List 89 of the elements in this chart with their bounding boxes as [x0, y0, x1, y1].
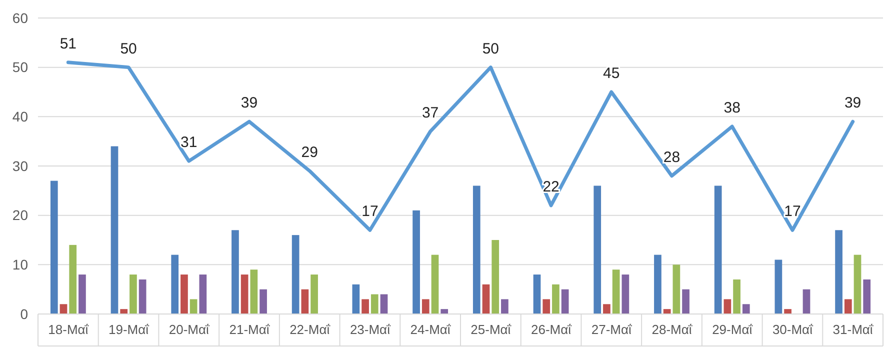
- bar: [110, 146, 118, 314]
- bar: [422, 299, 430, 314]
- bar: [250, 270, 258, 314]
- data-label: 29: [301, 144, 318, 161]
- data-label: 17: [362, 203, 378, 220]
- bar: [742, 304, 750, 314]
- data-label: 39: [844, 94, 862, 112]
- bar: [180, 274, 188, 314]
- bar: [774, 260, 782, 314]
- y-tick-label: 20: [12, 207, 28, 224]
- data-label: 50: [120, 40, 137, 58]
- data-label: 51: [60, 35, 77, 52]
- bar: [240, 274, 248, 314]
- bar: [232, 230, 239, 314]
- bar: [69, 244, 77, 314]
- data-label: 38: [724, 100, 740, 117]
- bar: [130, 274, 137, 314]
- x-tick-label: 25-Μαΐ: [470, 322, 512, 337]
- data-label: 39: [240, 94, 258, 112]
- bar: [835, 230, 842, 314]
- bar: [370, 294, 378, 314]
- y-tick-label: 50: [12, 59, 28, 76]
- bar: [120, 309, 128, 314]
- x-tick-label: 28-Μαΐ: [652, 322, 693, 337]
- x-tick-label: 22-Μαΐ: [290, 322, 331, 337]
- y-tick-label: 30: [12, 158, 28, 174]
- data-label: 22: [542, 178, 560, 196]
- bar: [501, 299, 508, 314]
- bar: [431, 254, 439, 314]
- bar: [603, 304, 610, 314]
- bar: [552, 284, 560, 314]
- bar: [301, 289, 309, 314]
- bar: [714, 186, 722, 314]
- bar: [612, 270, 620, 314]
- x-tick-label: 23-Μαΐ: [350, 322, 392, 337]
- x-tick-label: 26-Μαΐ: [531, 322, 572, 337]
- data-label: 50: [482, 40, 500, 58]
- bar: [802, 289, 810, 314]
- data-label: 28: [663, 148, 680, 166]
- bar: [472, 186, 480, 314]
- bar: [594, 186, 602, 314]
- x-tick-label: 27-Μαΐ: [591, 322, 633, 337]
- bar: [844, 299, 852, 314]
- x-tick-label: 18-Μαΐ: [48, 322, 90, 337]
- bar: [622, 274, 630, 314]
- y-tick-label: 0: [20, 306, 28, 322]
- bar: [663, 309, 671, 314]
- y-tick-label: 60: [12, 10, 28, 26]
- x-tick-label: 21-Μαΐ: [229, 322, 270, 337]
- bar: [682, 289, 690, 314]
- bar: [654, 254, 662, 314]
- x-tick-label: 30-Μαΐ: [772, 322, 814, 337]
- y-tick-label: 40: [12, 108, 28, 125]
- bar: [310, 274, 318, 314]
- bar: [542, 299, 550, 314]
- data-label: 37: [422, 104, 439, 122]
- bar: [380, 294, 388, 314]
- bar: [672, 264, 680, 314]
- bar: [352, 284, 360, 314]
- bar: [863, 279, 871, 314]
- bar: [854, 254, 862, 314]
- bar: [190, 299, 198, 314]
- bar: [60, 304, 68, 314]
- bar: [260, 289, 267, 314]
- bar: [482, 284, 490, 314]
- bar: [362, 299, 369, 314]
- bar: [724, 299, 732, 314]
- bar: [171, 254, 179, 314]
- x-tick-label: 20-Μαΐ: [168, 322, 210, 337]
- y-tick-label: 10: [12, 256, 28, 273]
- x-tick-label: 24-Μαΐ: [410, 322, 452, 337]
- bar: [78, 274, 86, 314]
- x-tick-label: 29-Μαΐ: [712, 322, 754, 337]
- bar: [412, 210, 420, 314]
- bar: [50, 180, 58, 314]
- bar: [292, 235, 300, 314]
- bar: [138, 279, 146, 314]
- bar: [561, 289, 569, 314]
- x-tick-label: 31-Μαΐ: [832, 322, 874, 337]
- data-label: 45: [603, 65, 620, 82]
- data-label: 17: [784, 203, 801, 220]
- bar: [533, 274, 541, 314]
- bar: [440, 309, 448, 314]
- bar: [733, 279, 740, 314]
- data-label: 31: [180, 134, 198, 152]
- bar: [199, 274, 207, 314]
- x-tick-label: 19-Μαΐ: [108, 322, 150, 337]
- bar: [492, 240, 500, 314]
- bar: [784, 309, 792, 314]
